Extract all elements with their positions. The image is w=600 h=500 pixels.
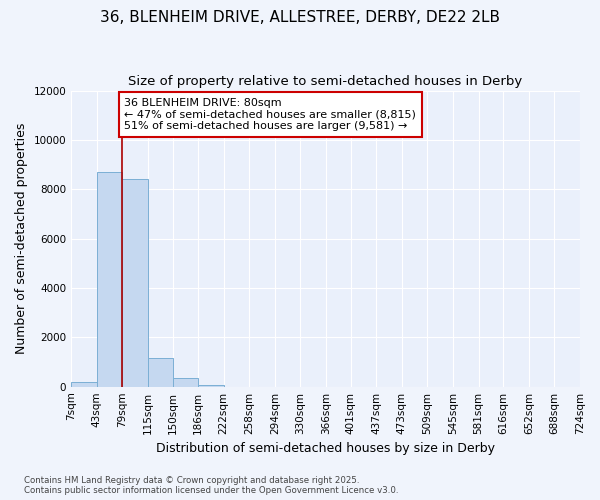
X-axis label: Distribution of semi-detached houses by size in Derby: Distribution of semi-detached houses by … [156,442,495,455]
Bar [71,382,97,386]
Bar [148,358,173,386]
Text: 36 BLENHEIM DRIVE: 80sqm
← 47% of semi-detached houses are smaller (8,815)
51% o: 36 BLENHEIM DRIVE: 80sqm ← 47% of semi-d… [124,98,416,131]
Bar [97,172,122,386]
Bar [122,180,148,386]
Bar [173,378,198,386]
Text: 36, BLENHEIM DRIVE, ALLESTREE, DERBY, DE22 2LB: 36, BLENHEIM DRIVE, ALLESTREE, DERBY, DE… [100,10,500,25]
Text: Contains HM Land Registry data © Crown copyright and database right 2025.
Contai: Contains HM Land Registry data © Crown c… [24,476,398,495]
Title: Size of property relative to semi-detached houses in Derby: Size of property relative to semi-detach… [128,75,523,88]
Y-axis label: Number of semi-detached properties: Number of semi-detached properties [15,123,28,354]
